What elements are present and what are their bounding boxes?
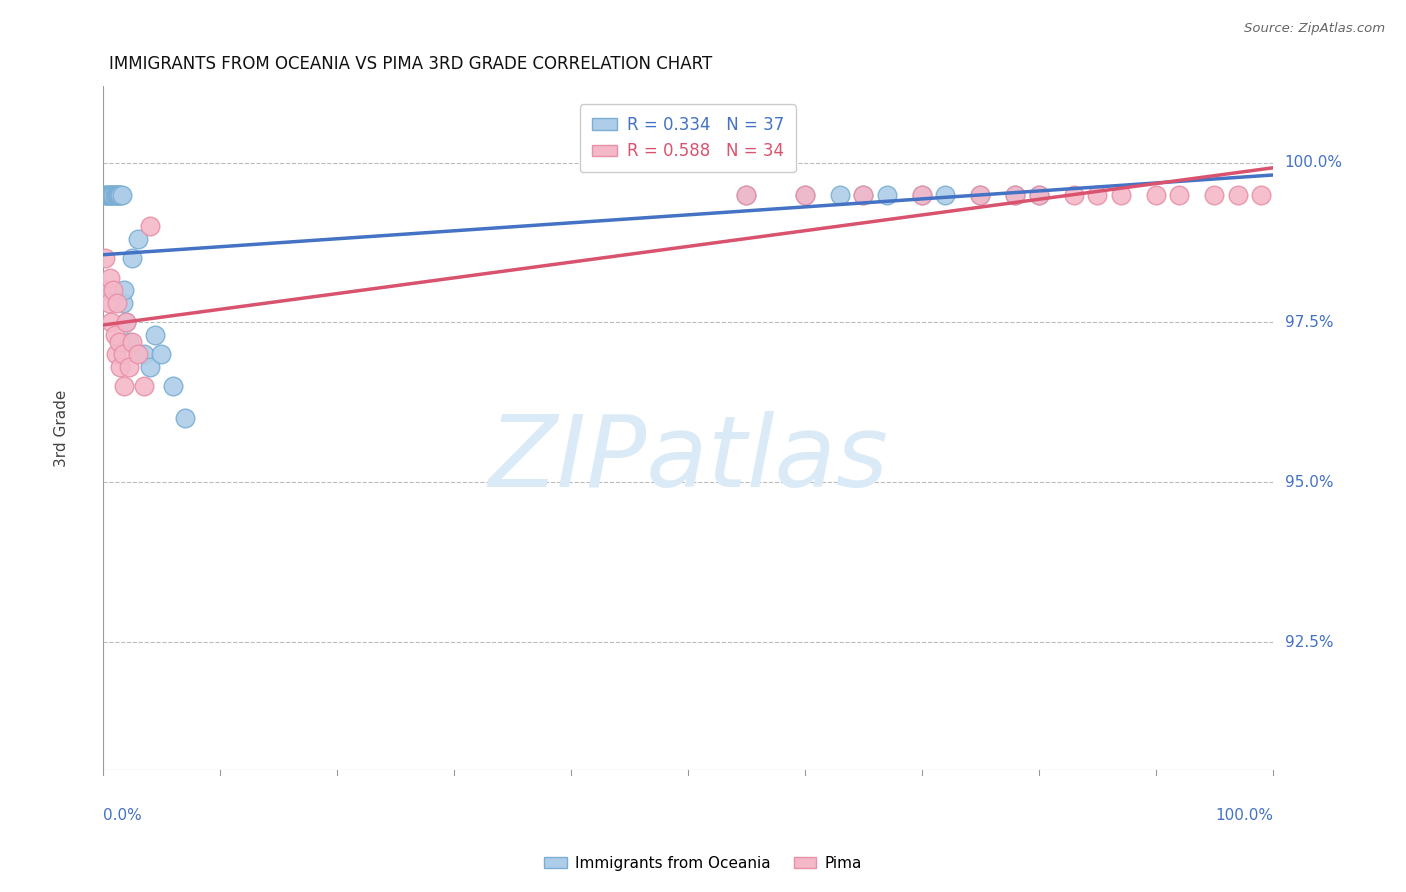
Point (145, 328, 167, 343)
Point (1063, 187, 1085, 202)
Text: Source: ZipAtlas.com: Source: ZipAtlas.com (1244, 22, 1385, 36)
Point (911, 187, 934, 202)
Point (969, 187, 991, 202)
Point (96, 187, 118, 202)
Point (1109, 187, 1132, 202)
Point (100, 315, 122, 329)
Point (117, 360, 139, 375)
Point (121, 252, 143, 266)
Point (115, 315, 138, 329)
Point (852, 187, 875, 202)
Point (793, 187, 815, 202)
Point (97, 187, 120, 202)
Point (103, 187, 125, 202)
Text: IMMIGRANTS FROM OCEANIA VS PIMA 3RD GRADE CORRELATION CHART: IMMIGRANTS FROM OCEANIA VS PIMA 3RD GRAD… (108, 55, 711, 73)
Point (103, 328, 125, 343)
Text: 0.0%: 0.0% (103, 808, 142, 823)
Point (105, 296, 128, 310)
Text: 3rd Grade: 3rd Grade (55, 389, 69, 467)
Point (828, 187, 851, 202)
Point (96, 187, 118, 202)
Point (969, 187, 991, 202)
Point (1144, 187, 1167, 202)
Text: ZIPatlas: ZIPatlas (488, 411, 887, 508)
Point (934, 187, 956, 202)
Point (110, 360, 132, 375)
Point (1004, 187, 1026, 202)
Point (108, 187, 131, 202)
Point (1168, 187, 1191, 202)
Point (132, 379, 155, 393)
Point (107, 187, 129, 202)
Point (100, 187, 122, 202)
Point (111, 296, 134, 310)
Point (1226, 187, 1249, 202)
Point (852, 187, 875, 202)
Point (138, 360, 160, 375)
Point (110, 187, 132, 202)
Text: 100.0%: 100.0% (1215, 808, 1272, 823)
Point (117, 334, 139, 349)
Point (127, 232, 149, 246)
Point (115, 315, 138, 329)
Point (150, 347, 173, 361)
Point (94, 252, 117, 266)
Point (94, 187, 117, 202)
Point (108, 334, 131, 349)
Point (112, 284, 135, 298)
Text: 100.0%: 100.0% (1285, 155, 1343, 170)
Point (98, 270, 121, 285)
Text: 92.5%: 92.5% (1285, 634, 1333, 649)
Point (103, 187, 125, 202)
Point (110, 187, 132, 202)
Point (1028, 187, 1050, 202)
Point (1004, 187, 1026, 202)
Point (911, 187, 934, 202)
Legend: R = 0.334   N = 37, R = 0.588   N = 34: R = 0.334 N = 37, R = 0.588 N = 34 (581, 104, 796, 172)
Point (121, 334, 143, 349)
Point (735, 187, 758, 202)
Point (98, 187, 121, 202)
Point (97, 296, 120, 310)
Point (876, 187, 898, 202)
Point (103, 284, 125, 298)
Point (111, 347, 134, 361)
Point (132, 347, 155, 361)
Point (1028, 187, 1050, 202)
Point (793, 187, 815, 202)
Point (1250, 187, 1272, 202)
Point (735, 187, 758, 202)
Text: 97.5%: 97.5% (1285, 315, 1333, 330)
Point (96, 284, 118, 298)
Point (162, 379, 184, 393)
Legend: Immigrants from Oceania, Pima: Immigrants from Oceania, Pima (538, 850, 868, 877)
Point (101, 187, 124, 202)
Point (127, 347, 149, 361)
Point (173, 411, 195, 425)
Point (112, 379, 135, 393)
Point (138, 219, 160, 234)
Text: 95.0%: 95.0% (1285, 475, 1333, 490)
Point (104, 347, 127, 361)
Point (1204, 187, 1226, 202)
Point (104, 187, 127, 202)
Point (1085, 187, 1108, 202)
Point (105, 187, 128, 202)
